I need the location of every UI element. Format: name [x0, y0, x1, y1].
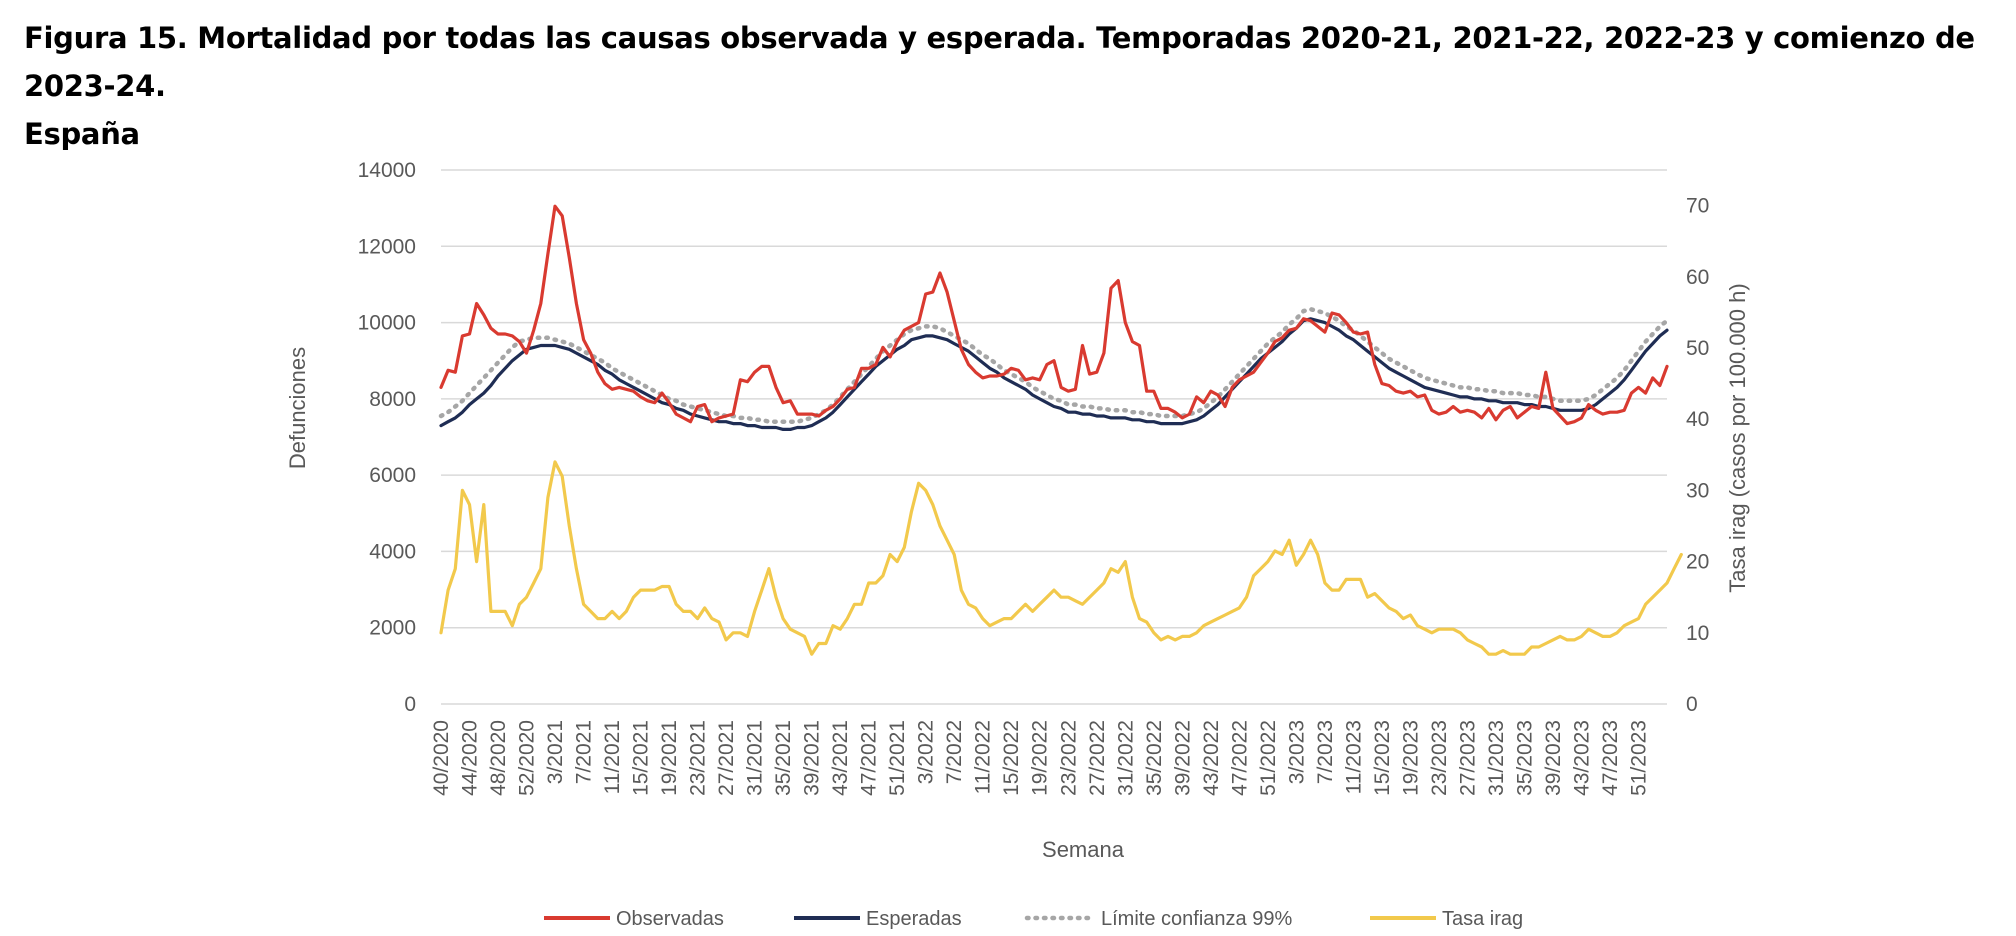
- x-tick-label: 11/2022: [972, 720, 995, 794]
- series-observadas-line: [439, 204, 1669, 426]
- figure-title-line2: España: [24, 117, 140, 151]
- x-tick-label: 43/2023: [1570, 720, 1593, 796]
- x-tick-label: 11/2021: [601, 720, 624, 794]
- x-axis-label: Semana: [1042, 837, 1125, 862]
- x-tick-label: 15/2023: [1371, 720, 1394, 796]
- x-axis-ticks: 40/2020 44/2020 48/2020 52/2020 3/2021 7/2021…: [430, 720, 1650, 796]
- series-esperadas-line: [439, 317, 1669, 431]
- legend-label-tasa: Tasa irag: [1442, 908, 1523, 930]
- legend-label-limite: Límite confianza 99%: [1101, 908, 1292, 930]
- x-tick-label: 11/2023: [1342, 720, 1365, 794]
- x-tick-label: 7/2022: [943, 720, 966, 784]
- figure-title: Figura 15. Mortalidad por todas las caus…: [24, 14, 2004, 158]
- x-tick-label: 19/2022: [1029, 720, 1052, 796]
- x-tick-label: 31/2022: [1114, 720, 1137, 796]
- y-tick-label: 14000: [358, 159, 416, 182]
- x-tick-label: 47/2023: [1599, 720, 1622, 796]
- y2-tick-label: 10: [1686, 622, 1709, 645]
- y2-tick-label: 0: [1686, 693, 1698, 716]
- y2-axis-ticks: 0 10 20 30 40 50 60 70: [1686, 195, 1709, 716]
- y2-tick-label: 70: [1686, 195, 1709, 218]
- x-tick-label: 19/2021: [658, 720, 681, 796]
- legend-label-observadas: Observadas: [616, 908, 724, 930]
- x-tick-label: 52/2020: [516, 720, 539, 796]
- x-tick-label: 35/2023: [1513, 720, 1536, 796]
- x-tick-label: 35/2021: [772, 720, 795, 796]
- x-tick-label: 48/2020: [487, 720, 510, 796]
- y-tick-label: 2000: [369, 617, 416, 640]
- y-tick-label: 12000: [358, 235, 416, 258]
- x-tick-label: 3/2022: [915, 720, 938, 784]
- legend-label-esperadas: Esperadas: [866, 908, 962, 930]
- x-tick-label: 27/2022: [1086, 720, 1109, 796]
- x-tick-label: 3/2021: [544, 720, 567, 784]
- y-tick-label: 0: [404, 693, 416, 716]
- x-tick-label: 35/2022: [1143, 720, 1166, 796]
- y2-tick-label: 20: [1686, 551, 1709, 574]
- y2-tick-label: 40: [1686, 408, 1709, 431]
- x-tick-label: 43/2021: [829, 720, 852, 796]
- x-tick-label: 47/2022: [1228, 720, 1251, 796]
- y-axis-label: Defunciones: [285, 347, 310, 469]
- x-tick-label: 7/2021: [573, 720, 596, 784]
- y2-axis-label: Tasa irag (casos por 100.000 h): [1725, 283, 1750, 592]
- y-tick-label: 6000: [369, 464, 416, 487]
- x-tick-label: 44/2020: [459, 720, 482, 796]
- x-tick-label: 51/2023: [1627, 720, 1650, 796]
- y-axis-ticks: 0 2000 4000 6000 8000 10000 12000 14000: [358, 159, 416, 716]
- x-tick-label: 19/2023: [1399, 720, 1422, 796]
- x-tick-label: 7/2023: [1314, 720, 1337, 784]
- x-tick-label: 23/2023: [1428, 720, 1451, 796]
- figure-title-line1: Figura 15. Mortalidad por todas las caus…: [24, 21, 1975, 103]
- y-tick-label: 10000: [358, 312, 416, 335]
- x-tick-label: 27/2023: [1456, 720, 1479, 796]
- x-tick-label: 51/2022: [1257, 720, 1280, 796]
- x-tick-label: 23/2021: [687, 720, 710, 796]
- x-tick-label: 39/2023: [1542, 720, 1565, 796]
- x-tick-label: 40/2020: [430, 720, 453, 796]
- y2-tick-label: 50: [1686, 337, 1709, 360]
- grid-lines: [441, 169, 1667, 705]
- y2-tick-label: 30: [1686, 479, 1709, 502]
- x-tick-label: 23/2022: [1057, 720, 1080, 796]
- legend: Observadas Esperadas Límite confianza 99…: [544, 908, 1523, 930]
- y-tick-label: 4000: [369, 540, 416, 563]
- x-tick-label: 31/2021: [744, 720, 767, 796]
- x-tick-label: 15/2022: [1000, 720, 1023, 796]
- x-tick-label: 51/2021: [886, 720, 909, 796]
- y2-tick-label: 60: [1686, 266, 1709, 289]
- x-tick-label: 43/2022: [1200, 720, 1223, 796]
- y-tick-label: 8000: [369, 388, 416, 411]
- x-tick-label: 47/2021: [858, 720, 881, 796]
- x-tick-label: 3/2023: [1285, 720, 1308, 784]
- series-tasa-irag-line: [439, 460, 1683, 656]
- series-limite-line: [438, 306, 1670, 424]
- series-lines: [438, 204, 1683, 656]
- x-tick-label: 15/2021: [630, 720, 653, 796]
- x-tick-label: 31/2023: [1485, 720, 1508, 796]
- x-tick-label: 27/2021: [715, 720, 738, 796]
- x-tick-label: 39/2022: [1171, 720, 1194, 796]
- x-tick-label: 39/2021: [801, 720, 824, 796]
